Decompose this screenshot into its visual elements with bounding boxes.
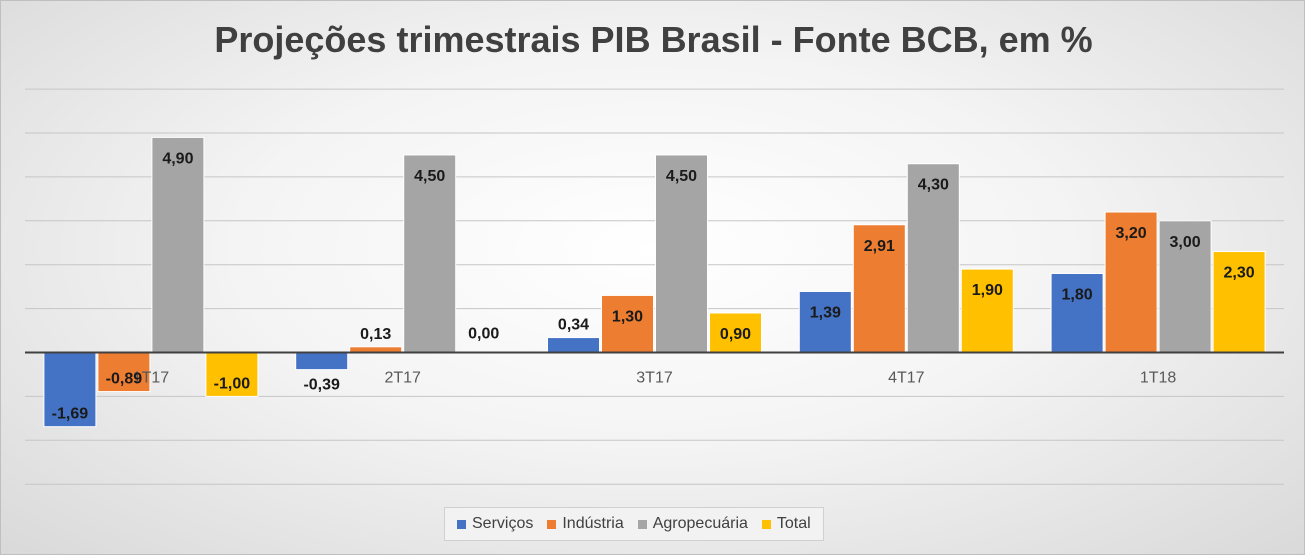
legend-swatch — [637, 519, 647, 529]
data-label: 4,90 — [162, 150, 193, 167]
bar-indústria — [601, 294, 654, 353]
data-label: 0,34 — [558, 317, 589, 334]
bar-serviços — [295, 352, 349, 371]
data-label: 0,90 — [720, 326, 751, 343]
x-tick-label: 3T17 — [636, 370, 673, 387]
x-tick-label: 4T17 — [888, 370, 925, 387]
x-tick-label: 2T17 — [384, 370, 421, 387]
bar-agropecuária — [1158, 220, 1212, 353]
legend-label: Total — [776, 515, 811, 532]
bar-agropecuária — [403, 154, 457, 353]
legend-label: Agropecuária — [652, 515, 748, 532]
x-tick-label: 1T18 — [1140, 370, 1177, 387]
bar-indústria — [1104, 211, 1158, 353]
data-label: 1,30 — [612, 308, 643, 325]
chart-title: Projeções trimestrais PIB Brasil - Fonte… — [214, 19, 1093, 60]
data-label: -0,89 — [106, 371, 143, 388]
legend-label: Indústria — [562, 515, 624, 532]
data-label: 4,30 — [918, 177, 949, 194]
bar-serviços — [798, 290, 852, 354]
data-label: 1,90 — [972, 282, 1003, 299]
data-label: 2,30 — [1224, 265, 1255, 282]
data-label: 1,39 — [810, 304, 841, 321]
legend-swatch — [761, 519, 771, 529]
bar-total — [960, 268, 1014, 353]
bar-indústria — [852, 224, 906, 354]
data-label: -1,69 — [52, 406, 89, 423]
bar-agropecuária — [655, 154, 708, 353]
legend-label: Serviços — [472, 515, 534, 532]
data-label: 4,50 — [414, 168, 445, 185]
chart-legend: Serviços Indústria Agropecuária Total — [444, 507, 824, 541]
legend-item: Agropecuária — [637, 515, 748, 533]
bar-total — [709, 312, 762, 353]
x-tick-label: 1T17 — [133, 370, 170, 387]
data-label: 2,91 — [864, 238, 895, 255]
data-label: 3,20 — [1116, 225, 1147, 242]
legend-item: Indústria — [547, 515, 624, 533]
data-label: 4,50 — [666, 168, 697, 185]
bar-serviços — [1050, 272, 1104, 354]
bar-agropecuária — [906, 163, 960, 353]
bar-total — [1212, 251, 1266, 353]
bar-total — [205, 352, 259, 397]
data-label: 3,00 — [1170, 234, 1201, 251]
legend-item: Serviços — [457, 515, 533, 533]
data-label: -1,00 — [214, 375, 251, 392]
data-label: 1,80 — [1062, 286, 1093, 303]
legend-swatch — [547, 519, 557, 529]
bar-serviços — [43, 352, 97, 428]
data-label: 0,00 — [468, 326, 499, 343]
data-label: -0,39 — [303, 377, 340, 394]
legend-item: Total — [761, 515, 811, 533]
data-label: 0,13 — [360, 326, 391, 343]
bar-agropecuária — [151, 136, 205, 353]
legend-swatch — [457, 519, 466, 529]
bar-serviços — [547, 337, 600, 354]
